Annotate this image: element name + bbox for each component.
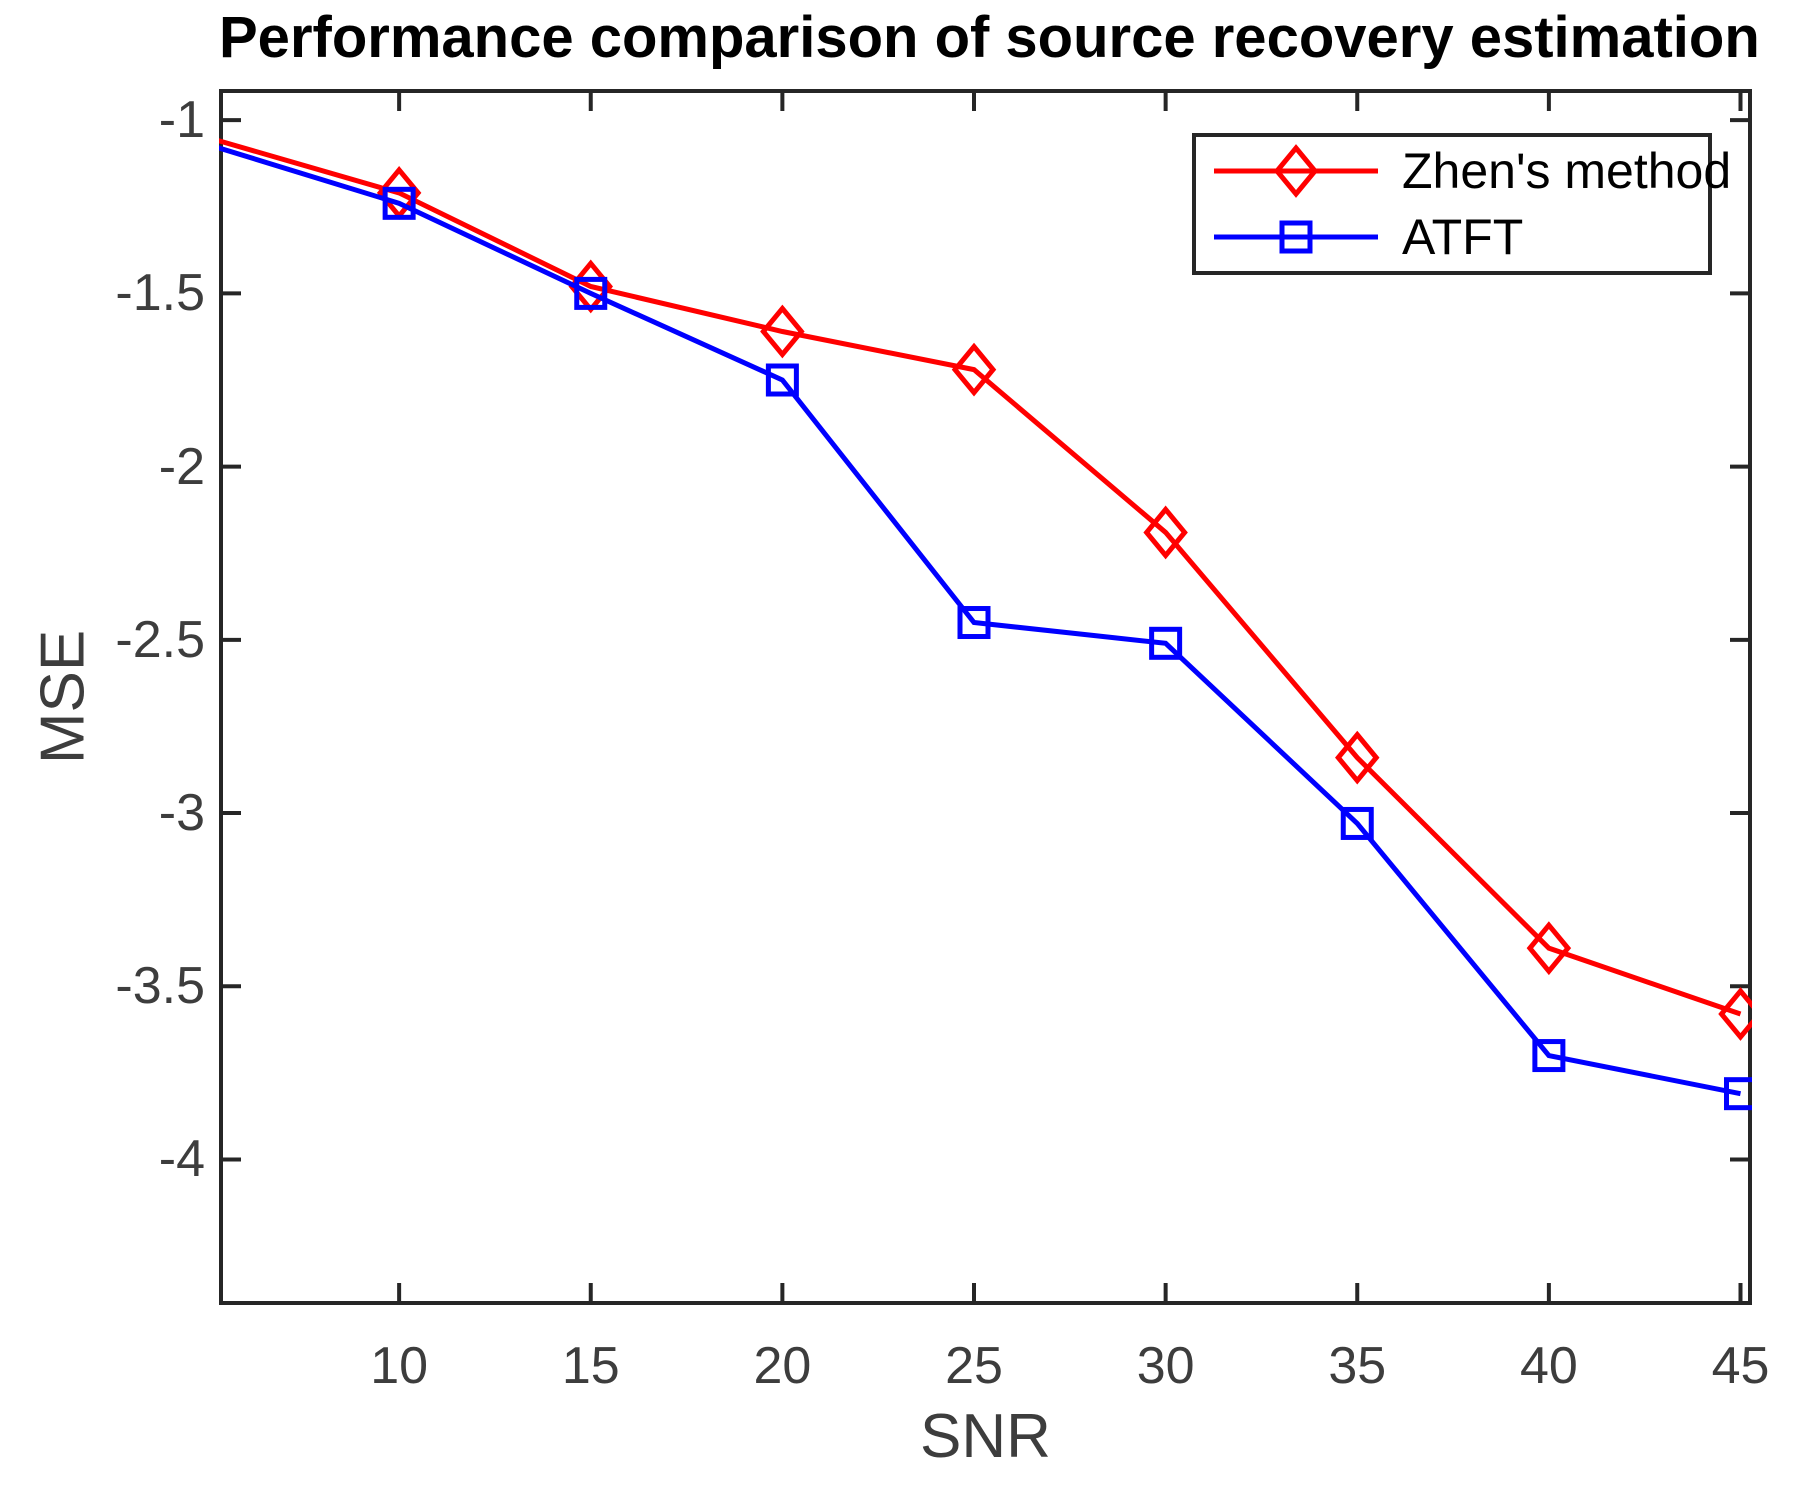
y-tick-label--3.5: -3.5 — [115, 957, 205, 1016]
y-tick-label--1.5: -1.5 — [115, 264, 205, 323]
x-tick-label-15: 15 — [561, 1337, 620, 1395]
legend-label-zhens-method: Zhen's method — [1402, 143, 1732, 199]
x-axis-label: SNR — [920, 1402, 1051, 1471]
legend: Zhen's method ATFT — [1192, 133, 1731, 275]
x-tick-label-30: 30 — [1136, 1337, 1195, 1395]
chart-title: Performance comparison of source recover… — [219, 5, 1760, 70]
x-tick-label-35: 35 — [1328, 1337, 1387, 1395]
y-tick-label--2: -2 — [158, 437, 205, 496]
x-tick-label-45: 45 — [1711, 1337, 1770, 1395]
legend-label-atft: ATFT — [1402, 209, 1524, 265]
x-tick-label-10: 10 — [370, 1337, 429, 1395]
y-tick-label--4: -4 — [158, 1130, 205, 1189]
legend-sample-zhens-method — [1208, 139, 1384, 203]
y-tick-label--1: -1 — [158, 91, 205, 150]
x-tick-label-20: 20 — [753, 1337, 812, 1395]
y-axis-label: MSE — [28, 629, 98, 765]
x-tick-label-25: 25 — [945, 1337, 1003, 1395]
legend-item-zhens-method: Zhen's method — [1196, 139, 1731, 203]
diamond-marker-icon — [1214, 144, 1378, 198]
legend-sample-atft — [1208, 205, 1384, 269]
y-tick-label--2.5: -2.5 — [115, 610, 205, 669]
x-tick-label-40: 40 — [1519, 1337, 1578, 1395]
plot-area — [219, 89, 1752, 1305]
y-tick-label--3: -3 — [158, 784, 205, 843]
legend-item-atft: ATFT — [1196, 205, 1708, 269]
square-marker-icon — [1214, 220, 1378, 254]
